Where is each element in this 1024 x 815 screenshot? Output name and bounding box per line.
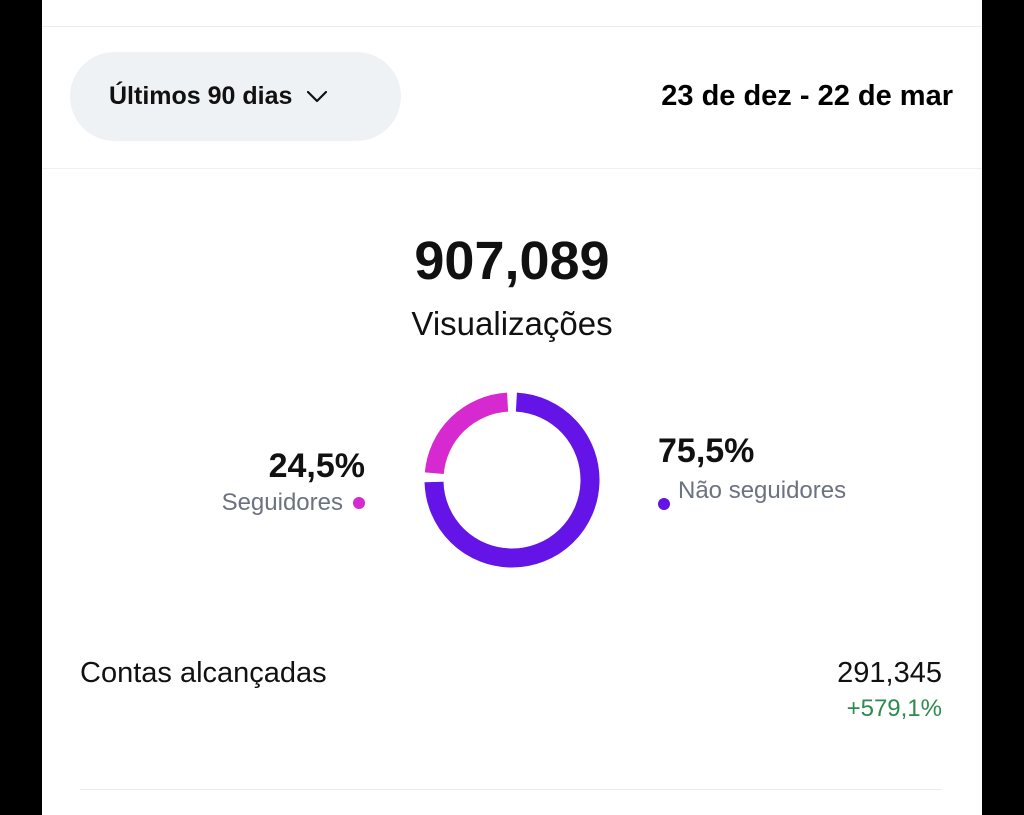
non-followers-dot <box>658 498 670 510</box>
followers-dot <box>353 497 365 509</box>
followers-legend: Seguidores <box>222 489 365 517</box>
bottom-divider <box>80 789 942 790</box>
views-label: Visualizações <box>411 305 613 342</box>
followers-slice <box>424 392 509 475</box>
insights-panel: Últimos 90 dias 23 de dez - 22 de mar 90… <box>42 0 982 815</box>
non-followers-percent: 75,5% <box>658 432 755 470</box>
period-dropdown-button[interactable]: Últimos 90 dias <box>70 52 401 141</box>
accounts-reached-change: +579,1% <box>846 695 942 722</box>
period-label: Últimos 90 dias <box>109 82 293 110</box>
non-followers-label: Não seguidores <box>678 477 847 504</box>
accounts-reached-label: Contas alcançadas <box>80 657 327 689</box>
date-range: 23 de dez - 22 de mar <box>661 80 953 112</box>
followers-percent: 24,5% <box>268 447 365 485</box>
chevron-down-icon <box>306 90 328 104</box>
views-total: 907,089 <box>414 231 610 291</box>
accounts-reached-value: 291,345 <box>837 657 942 689</box>
followers-label: Seguidores <box>221 489 343 516</box>
non-followers-slice <box>424 392 600 568</box>
views-donut-chart <box>424 392 600 568</box>
section-divider <box>42 168 982 169</box>
top-divider <box>42 26 982 27</box>
